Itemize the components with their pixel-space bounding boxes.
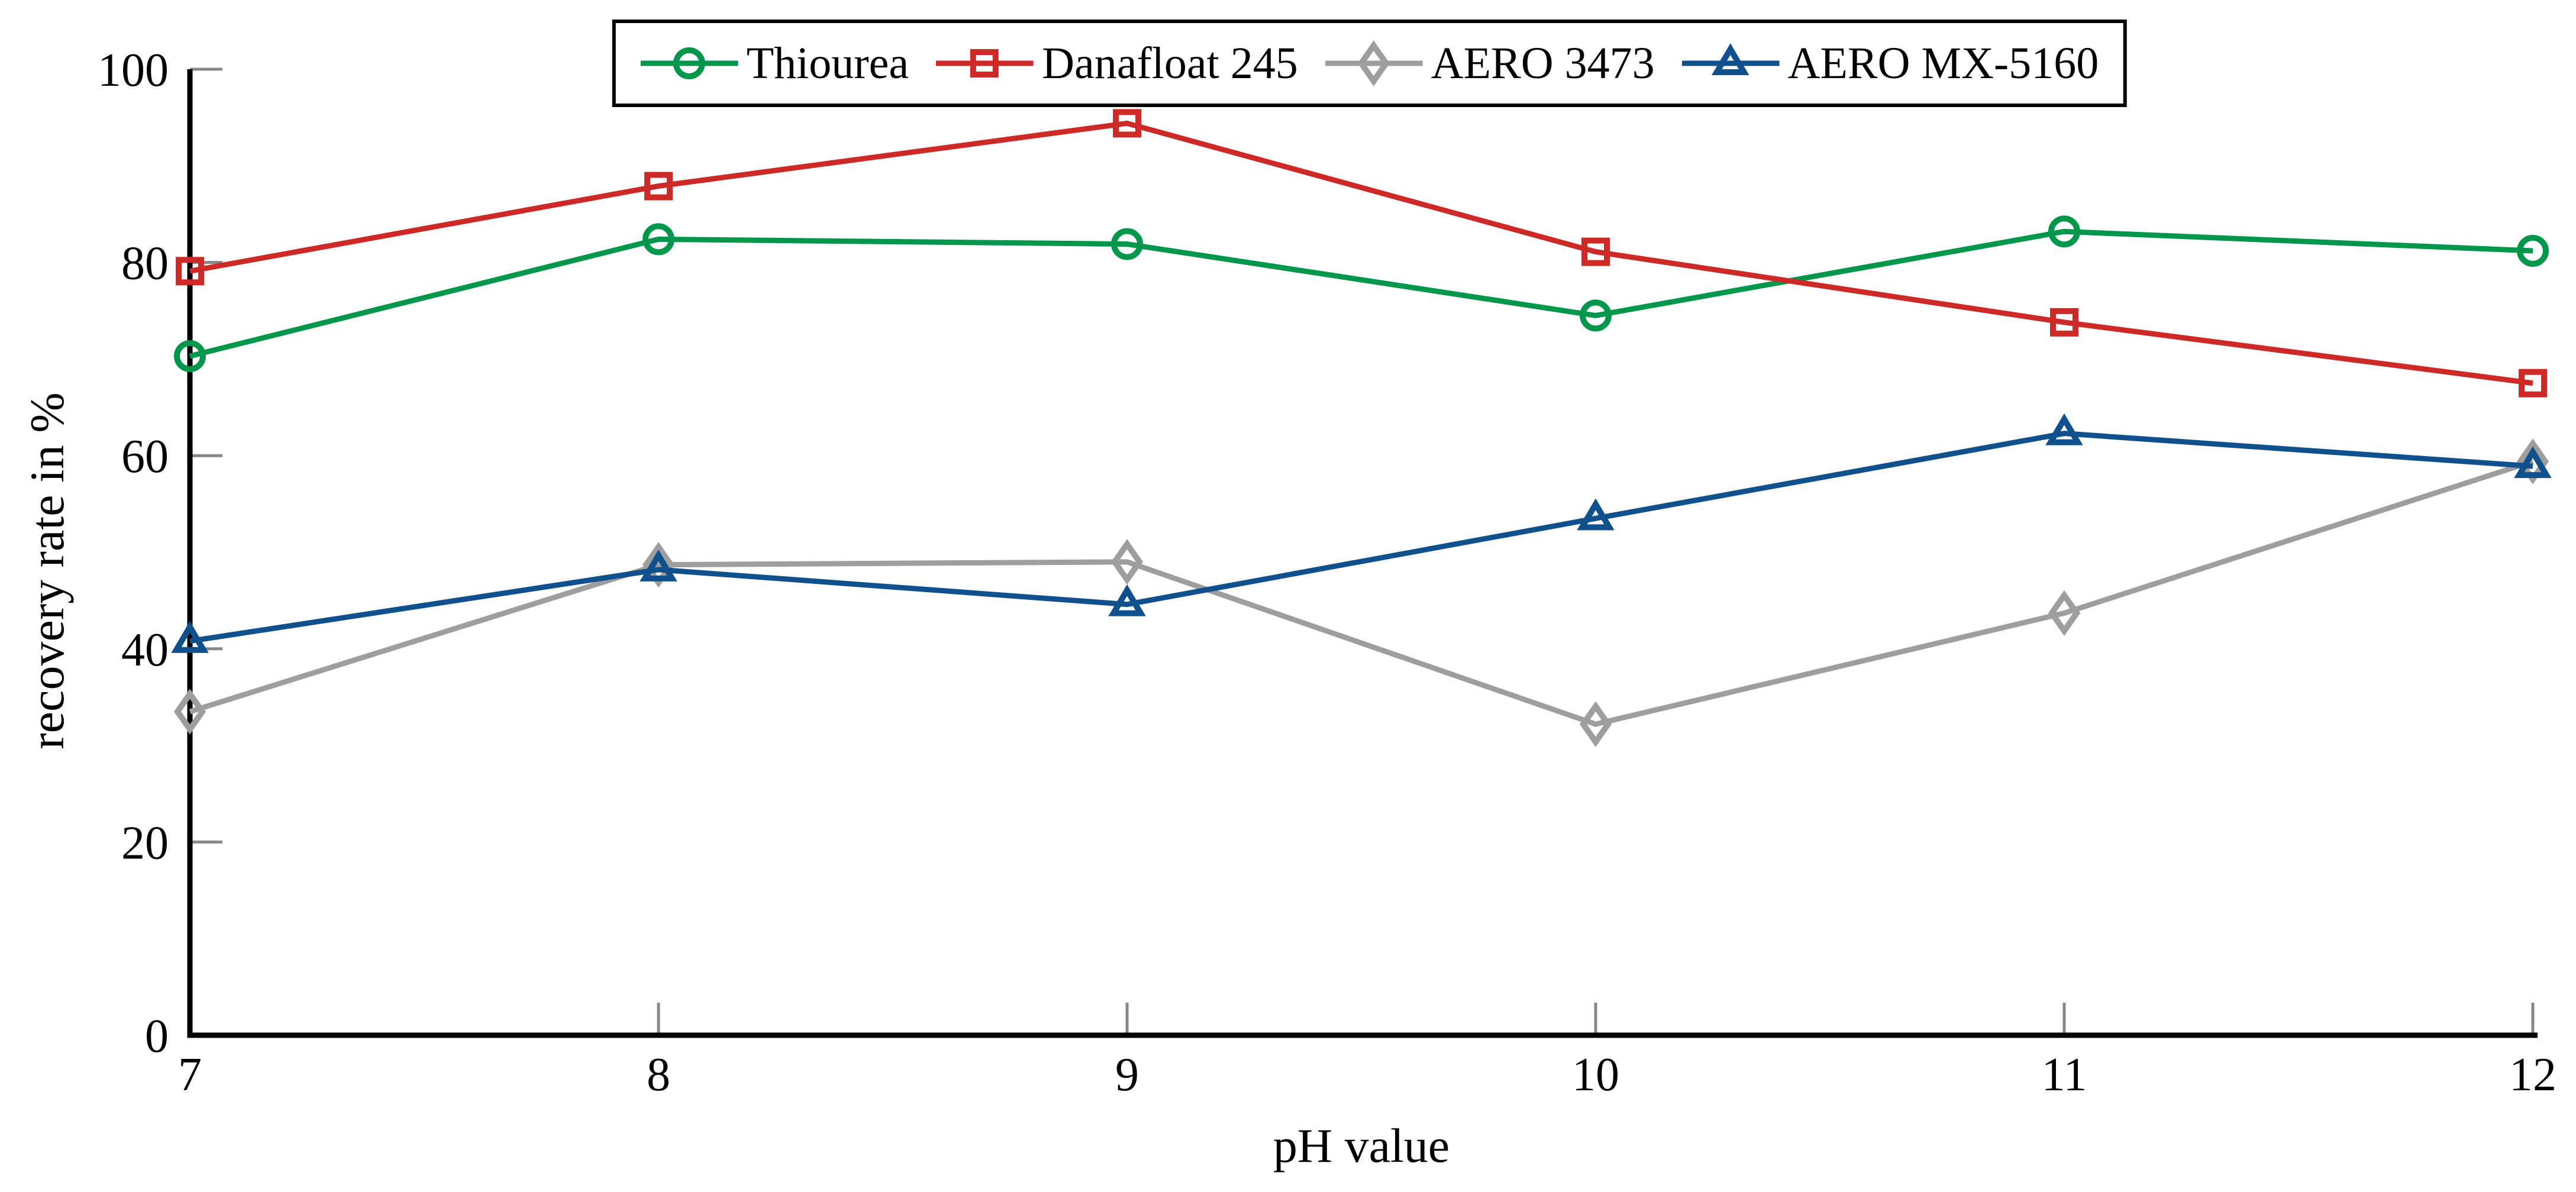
tick-labels: 7 8 9 10 11 12 0 20 40 60 80 100 (98, 44, 2556, 1101)
marker-diamond-aero-3473 (173, 689, 206, 735)
marker-diamond-aero-3473 (2048, 590, 2081, 637)
x-tick-label: 12 (2509, 1049, 2556, 1101)
y-tick-label: 60 (121, 431, 169, 483)
series-line-danafloat-245 (189, 120, 2533, 386)
marker-diamond-aero-3473 (1579, 701, 1612, 747)
y-axis-title: recovery rate in % (20, 392, 74, 750)
legend-item-aero-mx-5160: AERO MX-5160 (1681, 35, 2099, 92)
y-tick-label: 20 (121, 817, 169, 869)
marker-circle-thiourea (643, 223, 674, 256)
series-thiourea (174, 215, 2549, 373)
y-tick-label: 0 (145, 1010, 169, 1062)
marker-circle-thiourea (2517, 235, 2549, 267)
marker-circle-thiourea (1580, 299, 1612, 332)
legend: Thiourea Danafloat 245 AERO 3473 AERO MX-51… (612, 20, 2128, 107)
marker-triangle-aero-mx-5160 (1108, 584, 1146, 616)
legend-item-aero-3473: AERO 3473 (1325, 35, 1655, 92)
legend-label: AERO MX-5160 (1787, 38, 2099, 88)
series-line-thiourea (189, 228, 2533, 359)
marker-diamond-aero-3473 (1111, 539, 1144, 585)
marker-circle-thiourea (1111, 228, 1143, 260)
marker-triangle-aero-mx-5160 (1577, 498, 1615, 531)
marker-triangle-aero-mx-5160 (171, 621, 209, 653)
y-tick-label: 80 (121, 238, 169, 290)
marker-triangle-aero-mx-5160 (640, 550, 677, 582)
legend-diamond-icon (1325, 40, 1423, 86)
series-aero-mx-5160 (171, 413, 2552, 653)
y-tick-label: 40 (121, 624, 169, 676)
axes (187, 69, 2538, 1038)
legend-triangle-icon (1681, 43, 1780, 75)
marker-square-danafloat-245 (176, 257, 204, 286)
x-tick-label: 7 (178, 1049, 202, 1101)
legend-marker-square (970, 49, 999, 77)
x-tick-label: 10 (1572, 1049, 1619, 1101)
x-axis-title: pH value (1273, 1119, 1450, 1172)
marker-square-danafloat-245 (2050, 308, 2078, 337)
axis-ticks (188, 67, 2535, 1037)
x-tick-label: 8 (647, 1049, 670, 1101)
marker-triangle-aero-mx-5160 (2514, 446, 2552, 479)
series-line-aero-3473 (189, 458, 2534, 727)
x-tick-label: 11 (2041, 1049, 2087, 1101)
legend-item-danafloat-245: Danafloat 245 (936, 35, 1298, 92)
legend-marker-diamond (1357, 40, 1390, 86)
marker-circle-thiourea (2048, 215, 2080, 248)
legend-marker-circle (673, 47, 705, 79)
legend-label: AERO 3473 (1431, 38, 1655, 88)
x-tick-label: 9 (1115, 1049, 1139, 1101)
legend-label: Danafloat 245 (1042, 38, 1298, 88)
legend-square-icon (936, 49, 1034, 77)
marker-square-danafloat-245 (1113, 109, 1141, 138)
marker-square-danafloat-245 (644, 172, 673, 201)
marker-square-danafloat-245 (2519, 369, 2547, 398)
series-line-aero-mx-5160 (189, 431, 2533, 644)
marker-circle-thiourea (174, 340, 206, 373)
series-danafloat-245 (176, 109, 2547, 398)
legend-marker-triangle (1711, 43, 1749, 75)
marker-square-danafloat-245 (1581, 237, 1610, 266)
marker-diamond-aero-3473 (642, 542, 675, 588)
series-aero-3473 (173, 438, 2549, 747)
data-series (171, 109, 2552, 747)
marker-diamond-aero-3473 (2516, 438, 2549, 484)
legend-item-thiourea: Thiourea (640, 35, 909, 92)
legend-circle-icon (640, 47, 738, 79)
marker-triangle-aero-mx-5160 (2045, 413, 2083, 445)
y-tick-label: 100 (98, 44, 169, 96)
legend-label: Thiourea (746, 38, 909, 88)
